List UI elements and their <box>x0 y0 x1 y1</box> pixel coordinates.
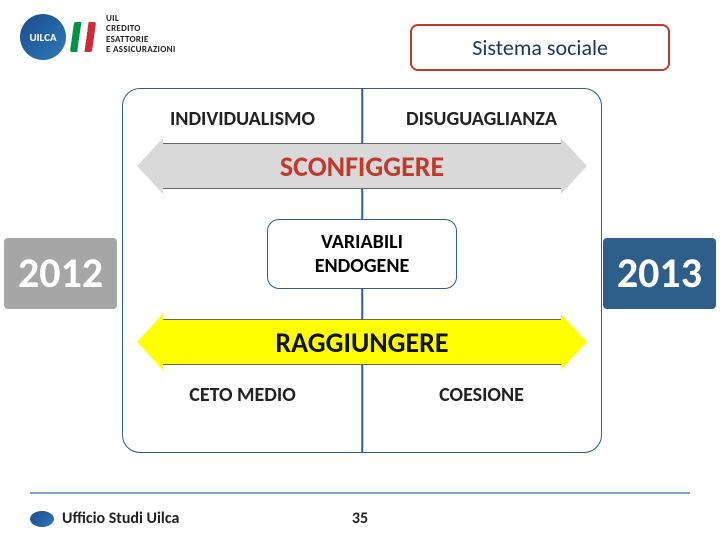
uilca-logo-icon: UILCA <box>20 14 66 60</box>
org-name: UIL CREDITO ESATTORIE E ASSICURAZIONI <box>106 14 176 55</box>
bottom-right-label: COESIONE <box>362 383 601 407</box>
logo-block: UILCA <box>20 14 94 60</box>
top-right-label: DISUGUAGLIANZA <box>362 107 601 131</box>
arrow-sconfiggere: SCONFIGGERE <box>137 143 587 189</box>
diagram-frame: INDIVIDUALISMO DISUGUAGLIANZA SCONFIGGER… <box>122 88 602 453</box>
slide-title: Sistema sociale <box>410 24 670 71</box>
year-right: 2013 <box>603 238 716 309</box>
footer: Ufficio Studi Uilca 35 <box>30 509 690 528</box>
bottom-left-label: CETO MEDIO <box>123 383 362 407</box>
footer-rule <box>30 492 690 494</box>
year-left: 2012 <box>4 238 117 309</box>
arrow2-label: RAGGIUNGERE <box>275 325 448 360</box>
center-box: VARIABILI ENDOGENE <box>267 219 457 289</box>
bottom-row: CETO MEDIO COESIONE <box>123 383 601 407</box>
center-line2: ENDOGENE <box>268 254 456 278</box>
footer-text: Ufficio Studi Uilca <box>62 509 179 528</box>
top-row: INDIVIDUALISMO DISUGUAGLIANZA <box>123 107 601 131</box>
center-line1: VARIABILI <box>268 230 456 254</box>
page-number: 35 <box>352 509 368 528</box>
header: UILCA UIL CREDITO ESATTORIE E ASSICURAZI… <box>0 0 720 71</box>
arrow-raggiungere: RAGGIUNGERE <box>137 319 587 365</box>
italy-flag-icon <box>70 22 96 52</box>
top-left-label: INDIVIDUALISMO <box>123 107 362 131</box>
arrow1-label: SCONFIGGERE <box>280 149 444 184</box>
org-line: E ASSICURAZIONI <box>106 45 176 55</box>
footer-logo-icon <box>30 511 54 527</box>
